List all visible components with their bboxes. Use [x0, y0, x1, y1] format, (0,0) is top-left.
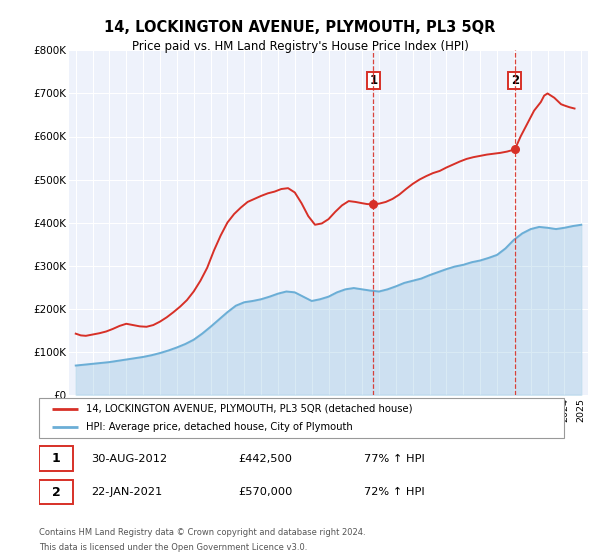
FancyBboxPatch shape [39, 398, 564, 438]
Text: £442,500: £442,500 [239, 454, 293, 464]
Text: 22-JAN-2021: 22-JAN-2021 [91, 487, 163, 497]
FancyBboxPatch shape [39, 480, 73, 505]
FancyBboxPatch shape [39, 446, 73, 471]
Text: 14, LOCKINGTON AVENUE, PLYMOUTH, PL3 5QR (detached house): 14, LOCKINGTON AVENUE, PLYMOUTH, PL3 5QR… [86, 404, 413, 414]
Text: 2: 2 [511, 74, 519, 87]
Text: 72% ↑ HPI: 72% ↑ HPI [365, 487, 425, 497]
Text: 1: 1 [52, 452, 61, 465]
Text: HPI: Average price, detached house, City of Plymouth: HPI: Average price, detached house, City… [86, 422, 353, 432]
Text: 2: 2 [52, 486, 61, 499]
Text: Price paid vs. HM Land Registry's House Price Index (HPI): Price paid vs. HM Land Registry's House … [131, 40, 469, 53]
Text: Contains HM Land Registry data © Crown copyright and database right 2024.: Contains HM Land Registry data © Crown c… [39, 528, 365, 536]
Text: £570,000: £570,000 [239, 487, 293, 497]
Text: 77% ↑ HPI: 77% ↑ HPI [365, 454, 425, 464]
Text: This data is licensed under the Open Government Licence v3.0.: This data is licensed under the Open Gov… [39, 543, 307, 552]
Text: 1: 1 [369, 74, 377, 87]
Text: 30-AUG-2012: 30-AUG-2012 [91, 454, 167, 464]
Text: 14, LOCKINGTON AVENUE, PLYMOUTH, PL3 5QR: 14, LOCKINGTON AVENUE, PLYMOUTH, PL3 5QR [104, 20, 496, 35]
